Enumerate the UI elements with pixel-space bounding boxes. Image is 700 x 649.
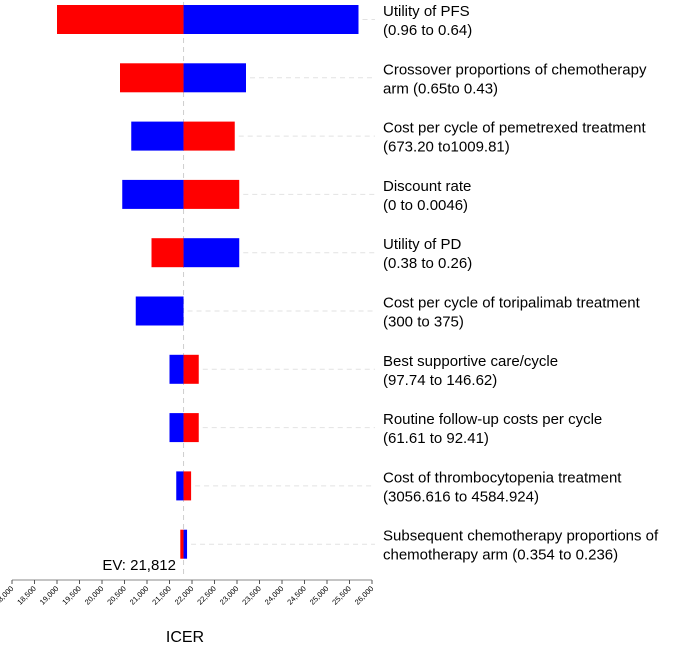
bar-low-segment <box>57 5 184 34</box>
row-label-line1: Crossover proportions of chemotherapy <box>383 61 647 78</box>
bar-low-segment <box>131 121 184 151</box>
row-label-line1: Cost of thrombocytopenia treatment <box>383 469 622 486</box>
row-label-line1: Cost per cycle of pemetrexed treatment <box>383 120 646 137</box>
bar-high-segment <box>183 179 240 209</box>
x-tick-label: 23,500 <box>240 584 263 607</box>
x-tick-label: 25,500 <box>330 584 353 607</box>
x-tick-label: 18,500 <box>15 584 38 607</box>
tornado-row: Utility of PD (0.38 to 0.26) <box>151 236 472 272</box>
bar-high-segment <box>183 63 246 93</box>
row-label-line2: (673.20 to1009.81) <box>383 139 510 156</box>
x-axis-title: ICER <box>166 629 204 646</box>
x-tick-label: 19,000 <box>38 584 61 607</box>
tornado-row: Cost of thrombocytopenia treatment (3056.… <box>176 469 622 505</box>
x-tick-label: 21,000 <box>128 584 151 607</box>
bar-high-segment <box>183 471 192 501</box>
bar-high-segment <box>183 413 199 443</box>
tornado-row: Cost per cycle of toripalimab treatment (… <box>135 295 641 331</box>
bar-high-segment <box>183 238 240 268</box>
tornado-row: Subsequent chemotherapy proportions of ch… <box>180 528 659 564</box>
tornado-row: Discount rate (0 to 0.0046) <box>122 178 471 214</box>
x-tick-label: 24,000 <box>263 584 286 607</box>
tornado-row: Cost per cycle of pemetrexed treatment (6… <box>131 120 646 156</box>
x-axis: 18,000 18,500 19,000 19,500 20,000 20,500 21,0… <box>0 579 376 607</box>
row-label-line2: arm (0.65to 0.43) <box>383 80 498 97</box>
row-label-line2: (3056.616 to 4584.924) <box>383 488 539 505</box>
tornado-row: Crossover proportions of chemotherapy arm… <box>120 61 647 97</box>
x-tick-label: 25,000 <box>308 584 331 607</box>
bar-low-segment <box>120 63 184 93</box>
row-label-line1: Best supportive care/cycle <box>383 353 558 370</box>
bar-high-segment <box>183 121 235 151</box>
x-tick-label: 22,500 <box>195 584 218 607</box>
x-tick-label: 18,000 <box>0 584 15 607</box>
x-tick-label: 19,500 <box>60 584 83 607</box>
bar-low-segment <box>176 471 184 501</box>
ev-label: EV: 21,812 <box>102 557 176 574</box>
bar-low-segment <box>122 179 184 209</box>
tornado-row: Routine follow-up costs per cycle (61.61 … <box>169 411 602 447</box>
bar-low-segment <box>180 529 184 559</box>
bar-high-segment <box>183 529 188 559</box>
x-tick-label: 21,500 <box>150 584 173 607</box>
bar-low-segment <box>135 296 184 326</box>
row-label-line2: (0.38 to 0.26) <box>383 255 472 272</box>
row-label-line2: (300 to 375) <box>383 314 464 331</box>
bar-low-segment <box>169 354 184 384</box>
tornado-row: Best supportive care/cycle (97.74 to 146.… <box>169 353 558 389</box>
row-label-line1: Cost per cycle of toripalimab treatment <box>383 295 641 312</box>
tornado-row: Utility of PFS (0.96 to 0.64) <box>57 3 472 39</box>
bar-high-segment <box>183 354 199 384</box>
bar-high-segment <box>183 5 359 34</box>
x-tick-label: 20,500 <box>105 584 128 607</box>
row-label-line2: (97.74 to 146.62) <box>383 372 497 389</box>
row-label-line2: (0.96 to 0.64) <box>383 22 472 39</box>
bar-low-segment <box>151 238 184 268</box>
bars-layer: Utility of PFS (0.96 to 0.64) Crossover pr… <box>57 2 659 578</box>
row-label-line1: Routine follow-up costs per cycle <box>383 411 602 428</box>
bar-low-segment <box>169 413 184 443</box>
row-label-line1: Utility of PD <box>383 236 462 253</box>
x-tick-label: 22,000 <box>173 584 196 607</box>
row-label-line2: chemotherapy arm (0.354 to 0.236) <box>383 547 618 564</box>
x-tick-label: 26,000 <box>353 584 376 607</box>
x-tick-label: 23,000 <box>218 584 241 607</box>
row-label-line1: Discount rate <box>383 178 471 195</box>
x-tick-label: 20,000 <box>83 584 106 607</box>
row-label-line2: (0 to 0.0046) <box>383 197 468 214</box>
row-label-line1: Subsequent chemotherapy proportions of <box>383 528 659 545</box>
x-tick-label: 24,500 <box>285 584 308 607</box>
row-label-line1: Utility of PFS <box>383 3 470 20</box>
row-label-line2: (61.61 to 92.41) <box>383 430 489 447</box>
